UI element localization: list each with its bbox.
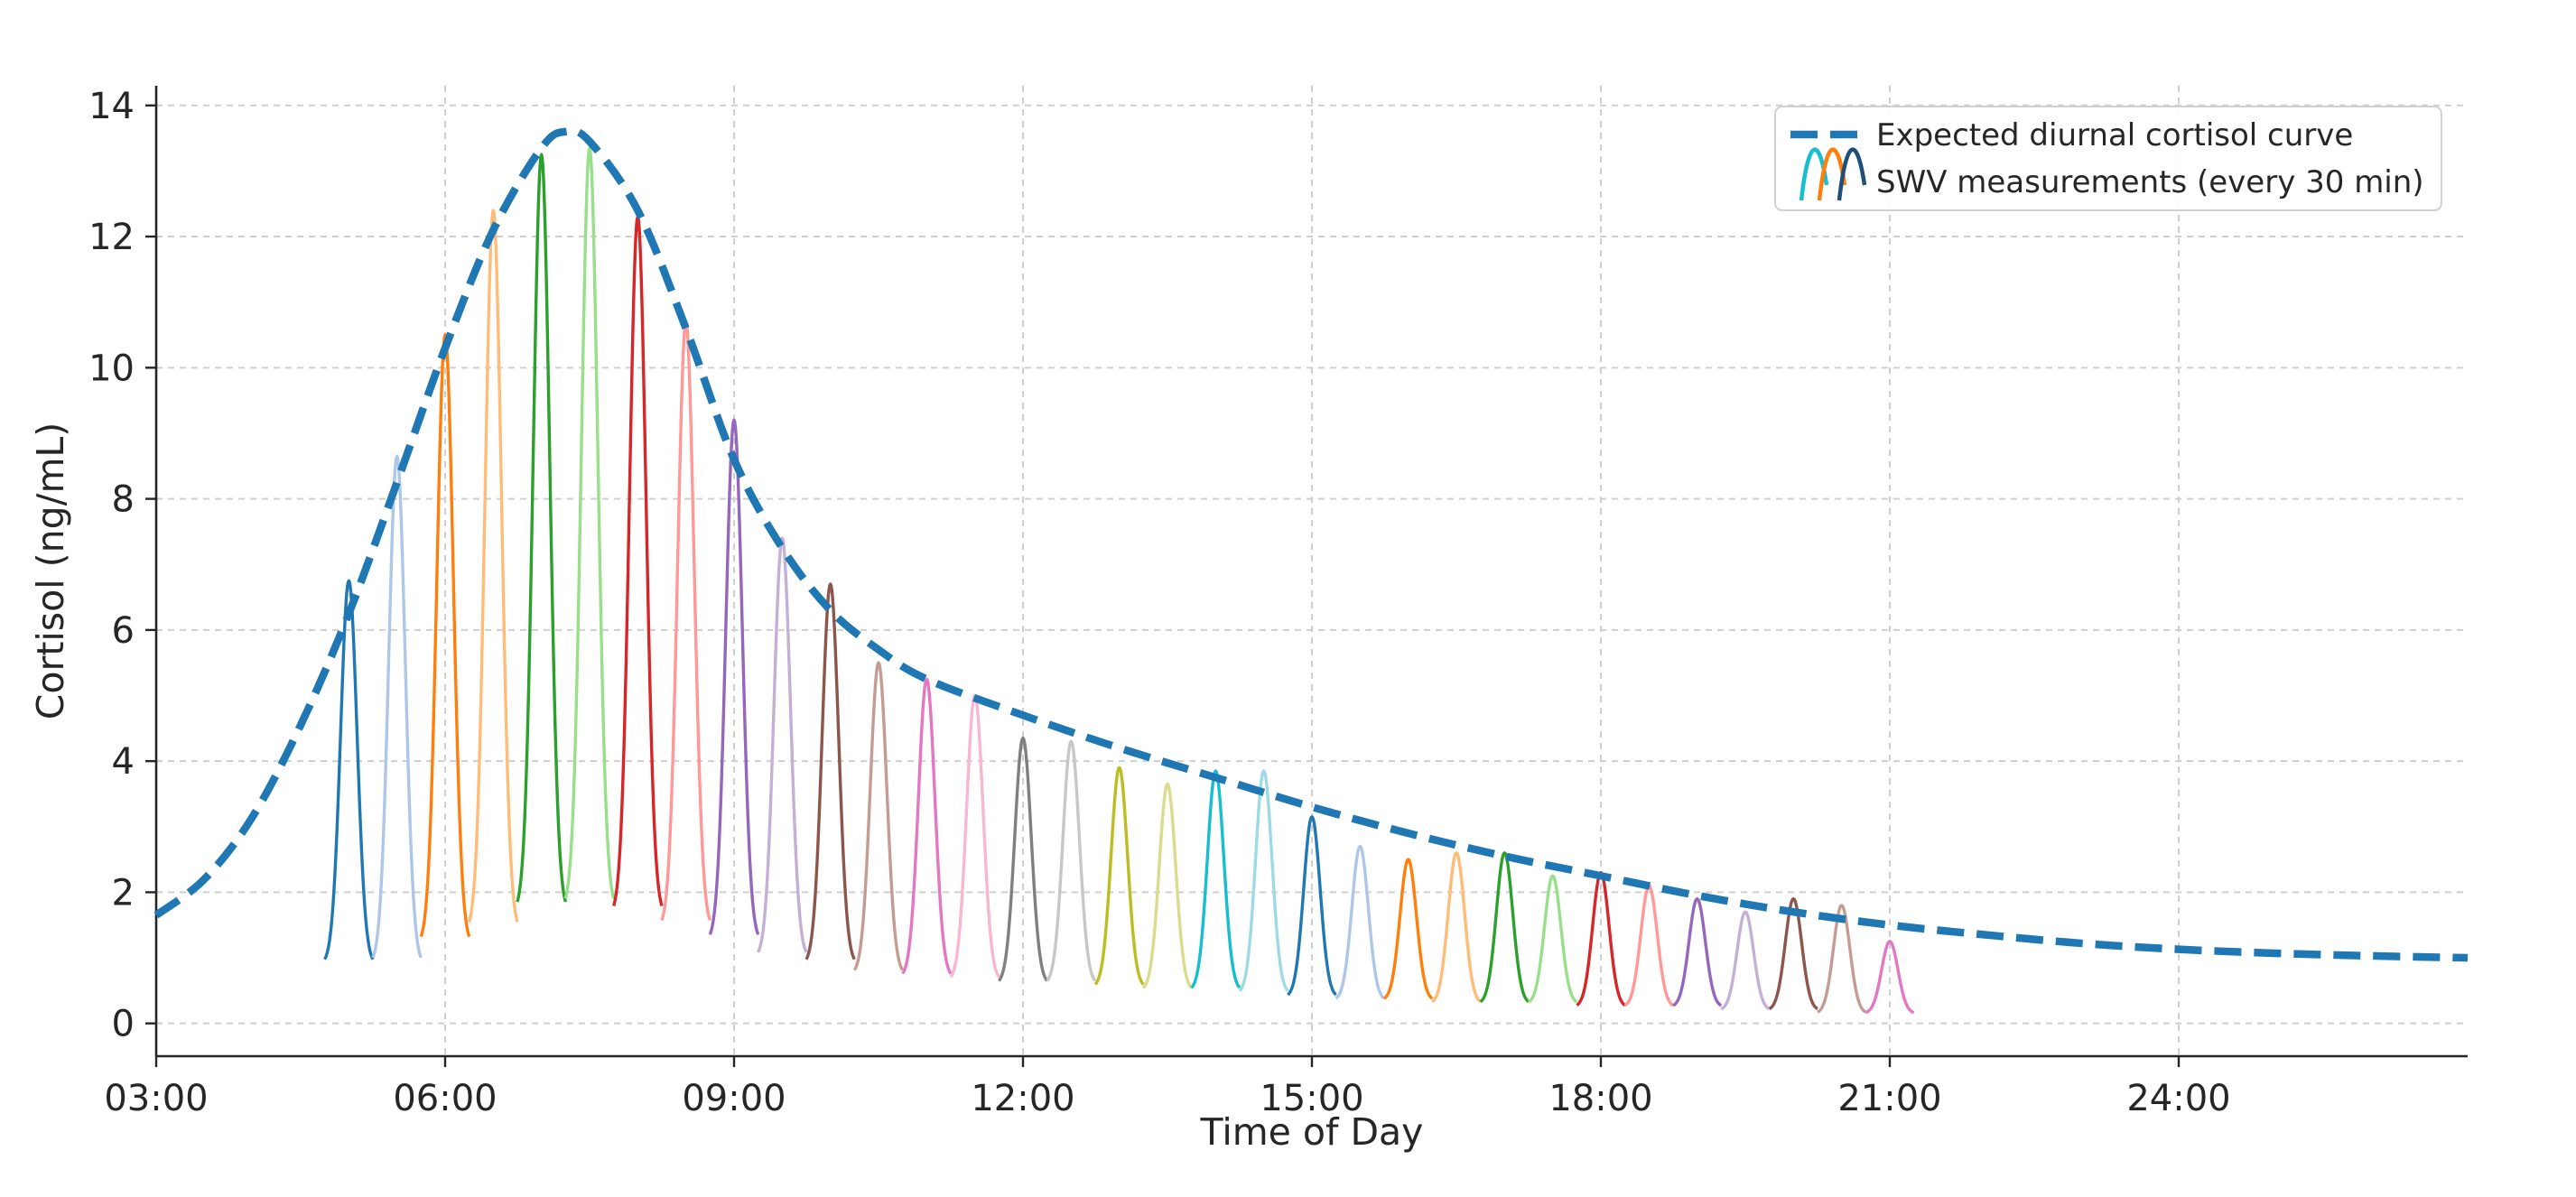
swv-peak [563, 146, 616, 899]
swv-peak [660, 320, 711, 921]
legend: Expected diurnal cortisol curve SWV meas… [1774, 106, 2442, 211]
legend-label-expected: Expected diurnal cortisol curve [1876, 117, 2353, 153]
expected-curve-group [153, 126, 2469, 962]
swv-peak [371, 454, 423, 959]
x-tick-label: 15:00 [1260, 1078, 1363, 1119]
y-tick-label: 0 [112, 1004, 135, 1045]
swv-peak [1190, 769, 1242, 989]
swv-measurements [323, 146, 1915, 1015]
swv-peak [323, 579, 375, 960]
swv-peak [419, 333, 471, 938]
y-tick-label: 6 [112, 610, 135, 652]
y-tick-label: 10 [88, 348, 135, 389]
swv-peak [1865, 940, 1915, 1015]
ticks: 03:00 06:00 09:00 12:00 15:00 18:00 21:00 24:00… [88, 86, 2231, 1119]
x-axis-label: Time of Day [1200, 1110, 1424, 1154]
swv-peak [1720, 910, 1771, 1011]
y-tick-label: 4 [112, 741, 135, 783]
legend-swv-peak-icon [1837, 147, 1867, 201]
swv-peak [901, 677, 953, 975]
swv-peak [804, 582, 856, 960]
swv-peak [1046, 739, 1097, 982]
swv-peak [757, 536, 808, 953]
y-tick-label: 8 [112, 479, 135, 521]
swv-peak [1528, 874, 1578, 1004]
swv-peak [708, 418, 760, 935]
swv-peak [1768, 896, 1818, 1010]
swv-peak [612, 215, 664, 907]
y-tick-label: 12 [88, 217, 135, 258]
swv-peak [1382, 858, 1434, 1000]
x-tick-label: 03:00 [104, 1078, 208, 1119]
x-tick-label: 18:00 [1548, 1078, 1652, 1119]
y-tick-label: 14 [88, 86, 135, 127]
grid [155, 86, 2468, 1056]
swv-peak [949, 693, 1000, 979]
swv-peak [1479, 851, 1530, 1004]
swv-peak [1287, 815, 1337, 997]
swv-peak [997, 737, 1049, 982]
expected-curve-line [153, 126, 2469, 962]
legend-label-swv: SWV measurements (every 30 min) [1876, 164, 2424, 200]
swv-peak [1093, 766, 1145, 986]
swv-peak [1623, 884, 1674, 1007]
y-axis-label: Cortisol (ng/mL) [29, 422, 72, 720]
swv-peak [1431, 851, 1482, 1004]
x-tick-label: 09:00 [682, 1078, 786, 1119]
swv-peak [1817, 904, 1867, 1014]
x-tick-label: 21:00 [1837, 1078, 1941, 1119]
x-tick-label: 12:00 [971, 1078, 1074, 1119]
swv-peak [852, 661, 905, 971]
x-tick-label: 06:00 [393, 1078, 497, 1119]
x-tick-label: 24:00 [2126, 1078, 2230, 1119]
swv-peak [468, 209, 519, 923]
y-tick-label: 2 [112, 872, 135, 914]
swv-peak [1334, 844, 1386, 1000]
legend-box [1774, 106, 2442, 211]
legend-swv-swatch [1799, 147, 1867, 201]
swv-peak [1672, 896, 1723, 1007]
swv-peak [1238, 769, 1289, 992]
swv-peak [1142, 782, 1193, 989]
swv-peak [516, 153, 567, 903]
